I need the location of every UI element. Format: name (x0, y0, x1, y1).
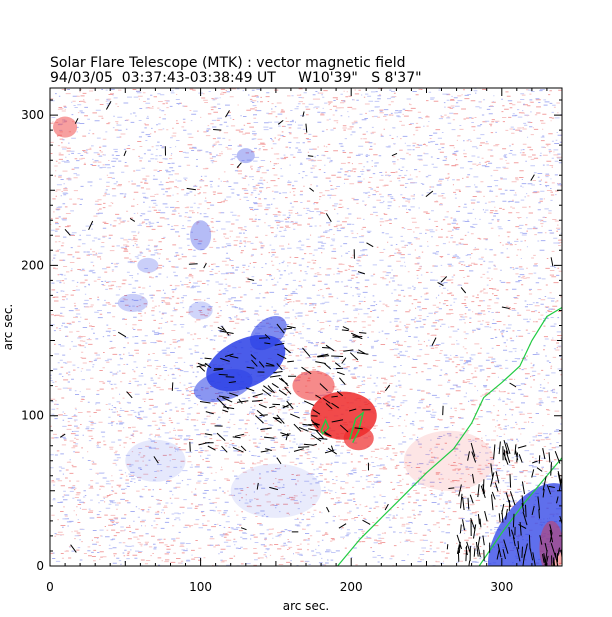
x-tick-label-200: 200 (340, 580, 363, 594)
contour-layer (320, 306, 562, 566)
y-tick-label-100: 100 (21, 409, 44, 423)
polarity-region (193, 369, 253, 403)
plot-background (50, 88, 562, 566)
polarity-region (230, 463, 322, 518)
limb-contour-inner (478, 457, 562, 566)
polarity-region (236, 148, 255, 164)
x-axis-label: arc sec. (283, 599, 329, 613)
limb-contour (337, 306, 562, 566)
figure-subtitle: 94/03/05 03:37:43-03:38:49 UT W10'39" S … (50, 70, 422, 86)
polarity-region (292, 370, 335, 401)
polarity-region-layer (53, 116, 562, 566)
plot-area (50, 88, 562, 566)
polarity-region (190, 220, 212, 251)
y-tick-label-300: 300 (21, 108, 44, 122)
polarity-region (539, 520, 562, 566)
y-axis-label: arc sec. (1, 304, 15, 350)
figure-title: Solar Flare Telescope (MTK) : vector mag… (50, 55, 406, 71)
polarity-region (487, 483, 562, 566)
polarity-region (117, 293, 148, 312)
neutral-line-contour (349, 410, 365, 444)
axis-ticks (49, 88, 563, 567)
polarity-region (188, 301, 213, 320)
x-tick-label-300: 300 (490, 580, 513, 594)
neutral-line-contour (320, 418, 330, 435)
speckle-pink (50, 88, 562, 566)
x-tick-label-100: 100 (189, 580, 212, 594)
y-tick-label-200: 200 (21, 258, 44, 272)
polarity-region (137, 257, 159, 273)
polarity-region (53, 116, 78, 138)
tick-marks (49, 88, 563, 567)
x-tick-label-0: 0 (46, 580, 54, 594)
y-tick-label-0: 0 (36, 559, 44, 573)
speckle-lavender (50, 88, 562, 566)
polarity-region (125, 439, 186, 482)
